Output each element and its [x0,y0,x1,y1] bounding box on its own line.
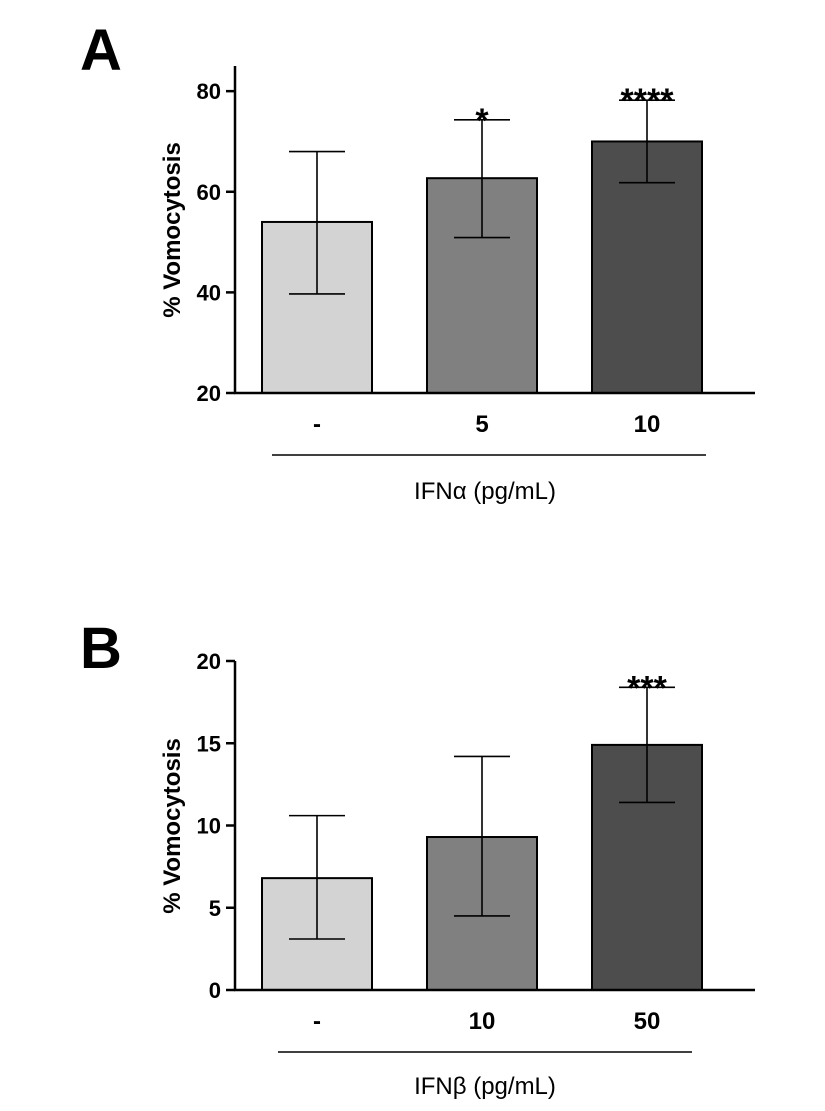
x-axis-label-b: IFNβ (pg/mL) [414,1073,556,1100]
significance-marker-a-2: **** [621,82,675,120]
y-tick-label-a-1: 40 [197,280,221,305]
y-tick-label-b-3: 15 [197,731,221,756]
category-label-b-0: - [313,1008,321,1035]
x-axis-label-a: IFNα (pg/mL) [414,478,556,505]
y-tick-label-b-2: 10 [197,814,221,839]
category-label-b-2: 50 [634,1008,661,1035]
panel-b: B 0 5 10 15 20 - 10 50 *** % Vomocytosis IFNβ … [80,616,755,1100]
panel-letter-b: B [80,616,122,681]
panel-letter-a: A [80,18,122,83]
y-tick-label-a-0: 20 [197,381,221,406]
category-label-a-0: - [313,411,321,438]
y-axis-label-a: % Vomocytosis [159,142,186,318]
y-tick-label-a-3: 80 [197,79,221,104]
y-axis-label-b: % Vomocytosis [159,738,186,914]
significance-marker-b-2: *** [627,669,667,707]
category-label-a-2: 10 [634,411,661,438]
category-label-a-1: 5 [475,411,488,438]
significance-marker-a-1: * [475,102,489,140]
y-tick-label-a-2: 60 [197,180,221,205]
category-label-b-1: 10 [469,1008,496,1035]
y-tick-label-b-0: 0 [209,978,221,1003]
y-tick-label-b-4: 20 [197,649,221,674]
y-tick-label-b-1: 5 [209,896,221,921]
